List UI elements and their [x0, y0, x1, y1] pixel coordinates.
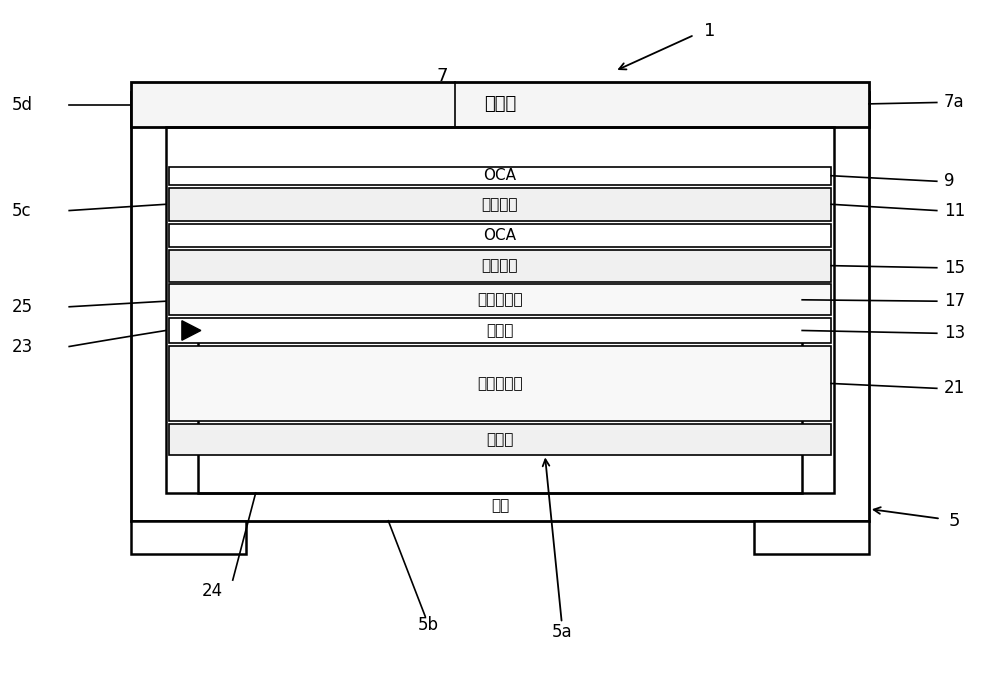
Text: 13: 13: [944, 324, 965, 342]
Bar: [754, 521, 869, 554]
Bar: [169, 250, 831, 281]
Bar: [131, 92, 869, 521]
Text: 15: 15: [944, 259, 965, 276]
Text: 21: 21: [944, 379, 965, 398]
Text: 反射板: 反射板: [486, 323, 514, 338]
Bar: [169, 167, 831, 185]
Text: 24: 24: [202, 582, 223, 599]
Text: 触摸面板: 触摸面板: [482, 197, 518, 212]
Bar: [131, 521, 246, 554]
Text: 5a: 5a: [552, 624, 572, 641]
Text: 17: 17: [944, 292, 965, 310]
Text: 11: 11: [944, 202, 965, 220]
Bar: [131, 82, 869, 127]
Bar: [166, 127, 834, 493]
Text: 5c: 5c: [11, 202, 31, 220]
Bar: [169, 188, 831, 221]
Text: 罩构件: 罩构件: [484, 95, 516, 113]
Text: 5: 5: [949, 512, 960, 530]
Bar: [169, 346, 831, 421]
Polygon shape: [182, 321, 201, 340]
Text: OCA: OCA: [484, 168, 516, 183]
Text: 5d: 5d: [11, 96, 32, 113]
Bar: [169, 424, 831, 454]
Text: 外壳: 外壳: [491, 498, 509, 513]
Text: 7a: 7a: [944, 94, 964, 111]
Text: 显示装置: 显示装置: [482, 258, 518, 273]
Bar: [169, 318, 831, 343]
Bar: [198, 322, 802, 493]
Text: 25: 25: [11, 298, 32, 316]
Text: 光学薄膜组: 光学薄膜组: [477, 293, 523, 307]
Bar: [169, 224, 831, 247]
Bar: [169, 284, 831, 315]
Text: 5b: 5b: [418, 616, 439, 634]
Text: OCA: OCA: [484, 228, 516, 243]
Text: 金属板: 金属板: [486, 432, 514, 447]
Text: 7: 7: [436, 67, 448, 85]
Text: 1: 1: [704, 22, 715, 41]
Text: 9: 9: [944, 172, 954, 190]
Text: 23: 23: [11, 337, 33, 356]
Text: 压敏传感器: 压敏传感器: [477, 376, 523, 391]
